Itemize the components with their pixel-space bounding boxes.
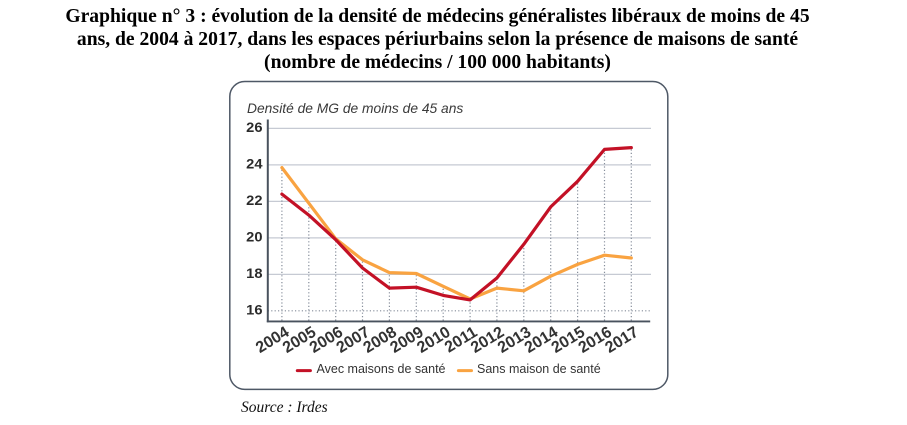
svg-text:Avec maisons de santé: Avec maisons de santé	[317, 362, 446, 376]
svg-text:22: 22	[246, 192, 263, 208]
svg-text:26: 26	[246, 119, 263, 135]
svg-text:Sans maison de santé: Sans maison de santé	[477, 362, 601, 376]
svg-text:20: 20	[246, 228, 263, 244]
svg-text:16: 16	[246, 301, 263, 317]
svg-text:18: 18	[246, 265, 263, 281]
svg-text:24: 24	[246, 155, 263, 171]
